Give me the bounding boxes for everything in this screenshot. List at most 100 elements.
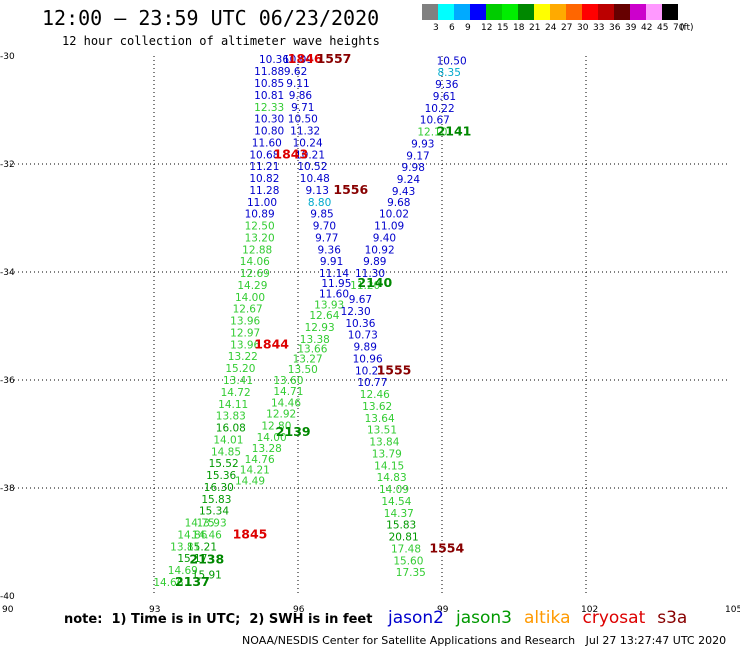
wave-height-value: 9.11 bbox=[286, 78, 309, 90]
satellite-legend: jason2 jason3 altika cryosat s3a bbox=[388, 608, 699, 628]
wave-height-value: 15.34 bbox=[199, 506, 229, 518]
wave-height-value: 15.21 bbox=[187, 541, 217, 553]
color-swatch bbox=[646, 4, 662, 20]
pass-time-label: 1557 bbox=[317, 51, 352, 66]
wave-height-value: 14.46 bbox=[192, 529, 222, 541]
wave-height-value: 14.75 bbox=[185, 518, 215, 530]
color-scale-label: 70 bbox=[673, 23, 685, 33]
wave-height-value: 15.17 bbox=[177, 553, 207, 565]
lon-tick-label: 105 bbox=[725, 605, 740, 615]
wave-height-value: 13.28 bbox=[252, 443, 282, 455]
pass-time-label: 2140 bbox=[357, 275, 392, 290]
observations-layer: 10.3611.8810.8510.8112.3310.3010.8011.60… bbox=[153, 54, 466, 589]
wave-height-value: 10.67 bbox=[420, 115, 450, 127]
wave-height-value: 11.60 bbox=[252, 137, 282, 149]
lat-tick-label: -36 bbox=[0, 376, 15, 386]
wave-height-value: 10.81 bbox=[254, 90, 284, 102]
color-scale-label: 45 bbox=[657, 23, 669, 33]
map-subtitle: 12 hour collection of altimeter wave hei… bbox=[62, 34, 380, 48]
color-scale-label: 27 bbox=[561, 23, 573, 33]
wave-height-value: 14.72 bbox=[221, 387, 251, 399]
color-swatch bbox=[422, 4, 438, 20]
wave-height-value: 10.50 bbox=[437, 55, 467, 67]
color-swatch bbox=[534, 4, 550, 20]
wave-height-value: 9.91 bbox=[320, 256, 343, 268]
color-swatch bbox=[486, 4, 502, 20]
color-swatch bbox=[598, 4, 614, 20]
wave-height-value: 14.21 bbox=[240, 465, 270, 477]
wave-height-value: 14.29 bbox=[237, 280, 267, 292]
wave-height-value: 12.30 bbox=[341, 306, 371, 318]
wave-height-value: 11.30 bbox=[355, 268, 385, 280]
footnote: note: 1) Time is in UTC; 2) SWH is in fe… bbox=[64, 612, 373, 627]
wave-height-value: 9.61 bbox=[433, 91, 456, 103]
wave-height-value: 15.60 bbox=[393, 555, 423, 567]
color-scale-label: 39 bbox=[625, 23, 637, 33]
wave-height-value: 14.15 bbox=[374, 460, 404, 472]
wave-height-value: 20.81 bbox=[389, 532, 419, 544]
wave-height-value: 11.28 bbox=[249, 185, 279, 197]
wave-height-value: 13.60 bbox=[273, 375, 303, 387]
wave-height-value: 11.09 bbox=[374, 221, 404, 233]
wave-height-value: 11.21 bbox=[249, 161, 279, 173]
wave-height-value: 13.38 bbox=[300, 334, 330, 346]
wave-height-value: 13.83 bbox=[216, 411, 246, 423]
map-axis-ticks: 90 93 96 99 102 105 -30 -32 -34 -36 -38 -40 bbox=[0, 52, 740, 615]
wave-height-value: 10.82 bbox=[249, 173, 279, 185]
legend-entry-altika: altika bbox=[524, 608, 571, 628]
wave-height-value: 13.50 bbox=[288, 364, 318, 376]
color-swatch bbox=[550, 4, 566, 20]
wave-height-value: 13.64 bbox=[365, 413, 395, 425]
wave-height-value: 8.80 bbox=[308, 197, 331, 209]
wave-height-value: 12.93 bbox=[305, 322, 335, 334]
pass-time-label: 2138 bbox=[189, 551, 224, 566]
wave-height-value: 9.36 bbox=[435, 79, 459, 91]
wave-height-value: 9.70 bbox=[313, 221, 336, 233]
wave-height-value: 10.50 bbox=[288, 114, 318, 126]
wave-height-value: 9.89 bbox=[354, 342, 377, 354]
wave-height-value: 10.92 bbox=[365, 244, 395, 256]
wave-height-value: 12.33 bbox=[254, 102, 284, 114]
wave-height-value: 9.43 bbox=[392, 186, 415, 198]
wave-height-value: 9.40 bbox=[373, 232, 396, 244]
wave-height-value: 10.21 bbox=[355, 365, 385, 377]
pass-time-label: 1554 bbox=[429, 540, 464, 555]
pass-time-label: 1843 bbox=[273, 146, 308, 161]
wave-height-value: 11.95 bbox=[321, 278, 351, 290]
lat-tick-label: -40 bbox=[0, 592, 15, 602]
pass-time-label: 1845 bbox=[233, 526, 268, 541]
wave-height-value: 15.91 bbox=[192, 569, 222, 581]
wave-height-value: 11.14 bbox=[319, 268, 349, 280]
wave-height-value: 10.73 bbox=[348, 330, 378, 342]
wave-height-value: 9.68 bbox=[387, 197, 410, 209]
color-swatch bbox=[630, 4, 646, 20]
color-scale-label: 30 bbox=[577, 23, 589, 33]
wave-height-value: 13.62 bbox=[362, 401, 392, 413]
wave-height-value: 9.77 bbox=[315, 232, 338, 244]
wave-height-value: 9.67 bbox=[349, 294, 372, 306]
wave-height-value: 10.24 bbox=[293, 137, 323, 149]
wave-height-value: 13.93 bbox=[197, 518, 227, 530]
wave-height-value: 17.48 bbox=[391, 543, 421, 555]
wave-height-value: 12.67 bbox=[233, 304, 263, 316]
wave-height-value: 9.17 bbox=[406, 150, 429, 162]
lat-tick-label: -32 bbox=[0, 160, 15, 170]
lat-tick-label: -30 bbox=[0, 52, 15, 62]
wave-height-value: 15.36 bbox=[206, 470, 236, 482]
wave-height-value: 10.96 bbox=[353, 353, 383, 365]
wave-height-value: 9.98 bbox=[402, 162, 425, 174]
wave-height-value: 14.09 bbox=[379, 484, 409, 496]
pass-time-label: 2141 bbox=[437, 124, 472, 139]
wave-height-value: 17.35 bbox=[396, 567, 426, 579]
color-swatch bbox=[582, 4, 598, 20]
wave-height-value: 10.80 bbox=[254, 126, 284, 138]
wave-height-value: 13.27 bbox=[293, 353, 323, 365]
wave-height-value: 10.02 bbox=[379, 209, 409, 221]
wave-height-value: 10.36 bbox=[345, 318, 375, 330]
wave-height-value: 9.86 bbox=[289, 90, 313, 102]
lon-tick-label: 93 bbox=[149, 605, 160, 615]
wave-height-value: 14.49 bbox=[235, 475, 265, 487]
lon-tick-label: 102 bbox=[581, 605, 598, 615]
wave-height-value: 13.20 bbox=[245, 232, 275, 244]
